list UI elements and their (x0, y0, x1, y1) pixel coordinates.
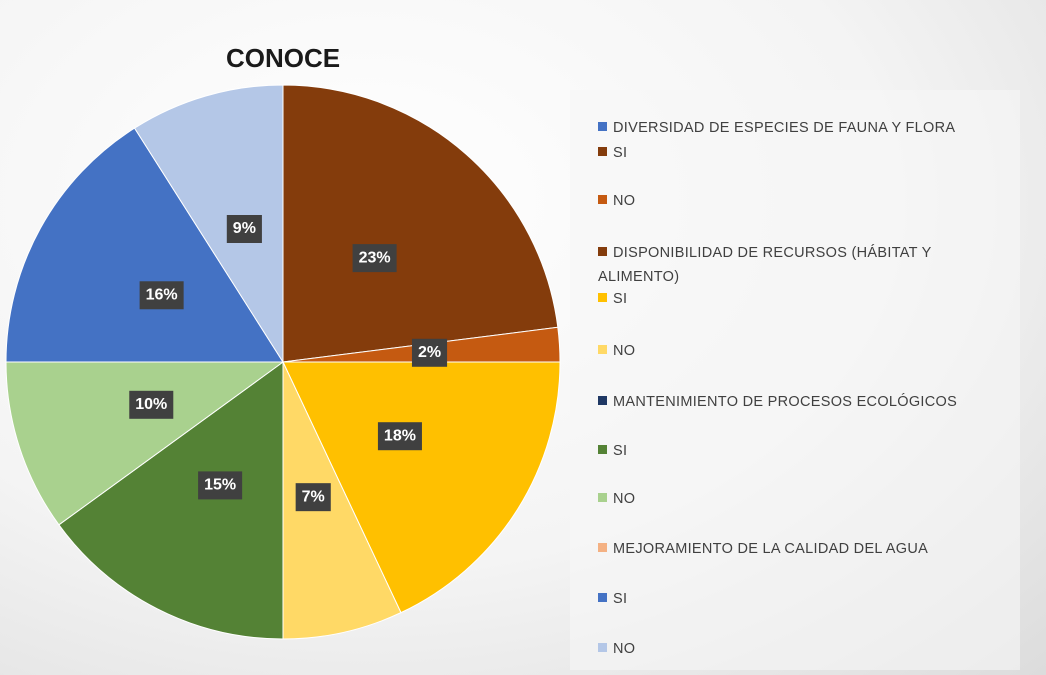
data-label-text: 18% (384, 427, 416, 444)
data-label-box (352, 244, 397, 273)
pie-slice (5, 127, 284, 363)
legend-item: NO (598, 487, 1008, 511)
legend-item: SI (598, 141, 1008, 165)
data-label-box (295, 483, 331, 512)
legend-label: NO (613, 641, 636, 657)
legend-swatch (598, 345, 607, 354)
pie-slice (282, 361, 561, 614)
legend-label: DIVERSIDAD DE ESPECIES DE FAUNA Y FLORA (613, 120, 956, 136)
data-label-text: 10% (135, 396, 167, 413)
data-label: 15% (198, 471, 243, 500)
legend-swatch (598, 445, 607, 454)
legend-label: NO (613, 193, 636, 209)
legend-label: MANTENIMIENTO DE PROCESOS ECOLÓGICOS (613, 394, 958, 410)
legend-swatch (598, 122, 607, 131)
legend-swatch (598, 643, 607, 652)
pie-slice (282, 361, 402, 640)
data-label-box (198, 471, 243, 500)
legend-label: SI (613, 291, 628, 307)
legend-label: NO (613, 343, 636, 359)
data-label-text: 15% (204, 477, 236, 494)
legend-item: NO (598, 637, 1008, 661)
data-label-text: 9% (233, 220, 256, 237)
legend-item: DISPONIBILIDAD DE RECURSOS (HÁBITAT Y AL… (598, 241, 1008, 289)
pie-slice (133, 84, 284, 364)
legend-item: NO (598, 189, 1008, 213)
legend-swatch (598, 593, 607, 602)
legend-item: SI (598, 587, 1008, 611)
data-label: 2% (411, 338, 448, 367)
data-label-box (139, 281, 184, 310)
legend-item: DIVERSIDAD DE ESPECIES DE FAUNA Y FLORA (598, 116, 1008, 140)
pie-slice (58, 361, 284, 640)
data-label-text: 23% (359, 249, 391, 266)
legend-swatch (598, 147, 607, 156)
data-label-box (411, 338, 448, 367)
data-label: 23% (352, 244, 397, 273)
legend-swatch (598, 247, 607, 256)
legend-swatch (598, 396, 607, 405)
legend-item: MEJORAMIENTO DE LA CALIDAD DEL AGUA (598, 537, 1008, 561)
data-label: 7% (295, 483, 331, 512)
legend-label: SI (613, 443, 628, 459)
legend-label: SI (613, 591, 628, 607)
legend-panel (570, 90, 1020, 670)
legend-swatch (598, 293, 607, 302)
legend-swatch (598, 493, 607, 502)
legend-swatch (598, 543, 607, 552)
data-label-box (377, 422, 422, 451)
chart-title: CONOCE (226, 43, 340, 73)
legend-item: SI (598, 287, 1008, 311)
data-label: 10% (129, 390, 174, 419)
legend-swatch (598, 195, 607, 204)
data-label: 16% (139, 281, 184, 310)
pie-slice (282, 84, 559, 363)
data-label-text: 16% (146, 286, 178, 303)
legend-item: NO (598, 339, 1008, 363)
data-label: 18% (377, 422, 422, 451)
legend-label: SI (613, 145, 628, 161)
data-label-text: 7% (302, 488, 325, 505)
pie-slice (5, 361, 285, 526)
legend-label: DISPONIBILIDAD DE RECURSOS (HÁBITAT Y AL… (598, 245, 932, 285)
legend-label: NO (613, 491, 636, 507)
data-label-box (226, 214, 262, 243)
data-label-box (129, 390, 174, 419)
legend-item: SI (598, 439, 1008, 463)
data-label: 9% (226, 214, 262, 243)
legend-item: MANTENIMIENTO DE PROCESOS ECOLÓGICOS (598, 390, 1008, 414)
legend-label: MEJORAMIENTO DE LA CALIDAD DEL AGUA (613, 541, 929, 557)
data-label-text: 2% (418, 344, 441, 361)
